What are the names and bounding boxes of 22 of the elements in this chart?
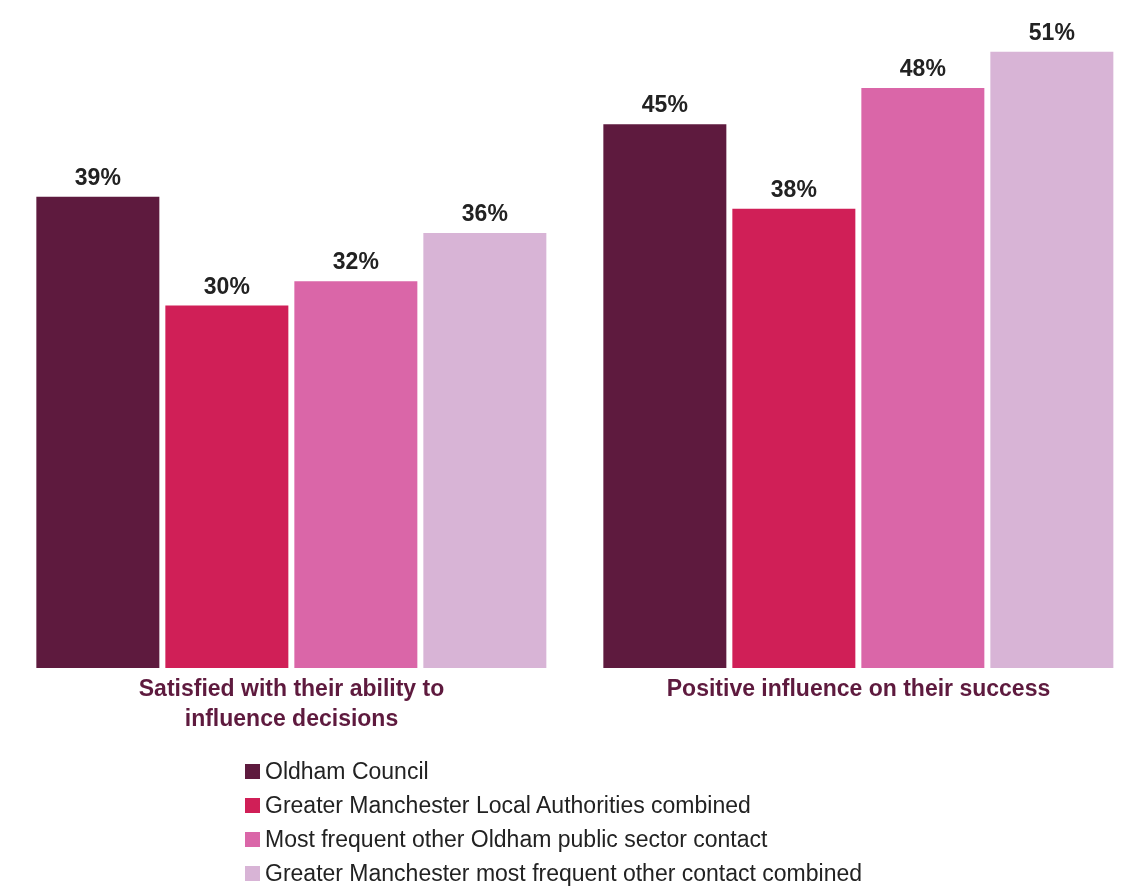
data-label: 30% bbox=[203, 272, 250, 299]
legend-label: Most frequent other Oldham public sector contact bbox=[265, 825, 768, 853]
legend-label: Greater Manchester Local Authorities combined bbox=[265, 791, 751, 819]
bar bbox=[990, 51, 1114, 668]
data-label: 48% bbox=[899, 55, 946, 82]
data-label: 38% bbox=[770, 175, 817, 202]
x-tick-label: Satisfied with their ability to influence decisions bbox=[138, 675, 445, 731]
data-label: 32% bbox=[332, 248, 379, 275]
x-tick-label: Positive influence on their success bbox=[666, 675, 1051, 701]
bar bbox=[36, 196, 160, 668]
bar bbox=[732, 208, 856, 668]
bar bbox=[603, 124, 727, 668]
bar bbox=[294, 281, 418, 668]
legend-label: Greater Manchester most frequent other contact combined bbox=[265, 859, 863, 887]
bar bbox=[165, 305, 289, 668]
data-label: 36% bbox=[461, 200, 508, 227]
bar bbox=[861, 88, 985, 668]
bar bbox=[423, 233, 547, 668]
data-label: 51% bbox=[1028, 18, 1075, 45]
legend-label: Oldham Council bbox=[265, 757, 429, 785]
data-label: 45% bbox=[641, 91, 688, 118]
data-label: 39% bbox=[74, 163, 121, 190]
